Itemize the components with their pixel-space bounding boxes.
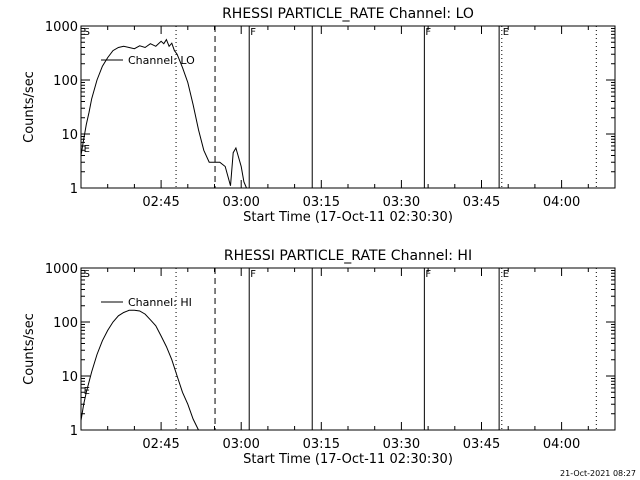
series-line-1 xyxy=(80,38,247,189)
flag-label: E xyxy=(503,27,509,38)
legend-label: Channel: HI xyxy=(128,296,192,309)
y-tick-label: 1000 xyxy=(45,20,78,35)
chart-panel-1: RHESSI PARTICLE_RATE Channel: LO 1 10 100 10… xyxy=(22,6,616,225)
x-tick-label: 03:00 xyxy=(222,195,259,210)
y-tick-label: 10 xyxy=(61,128,78,143)
x-tick-label: 03:00 xyxy=(222,437,259,452)
y-tick-label: 1 xyxy=(70,182,78,197)
x-tick-label: 03:30 xyxy=(383,437,420,452)
footer-timestamp: 21-Oct-2021 08:27 xyxy=(560,469,636,478)
y-tick-label: 100 xyxy=(53,316,78,331)
flag-label: E xyxy=(503,269,509,280)
x-tick-label: 03:15 xyxy=(303,437,340,452)
chart-title: RHESSI PARTICLE_RATE Channel: LO xyxy=(222,6,474,22)
y-tick-label: 10 xyxy=(61,370,78,385)
chart-title: RHESSI PARTICLE_RATE Channel: HI xyxy=(224,248,472,264)
x-tick-label: 02:45 xyxy=(142,195,179,210)
chart-panels: RHESSI PARTICLE_RATE Channel: LO11010010… xyxy=(22,6,616,467)
chart-panel-2: RHESSI PARTICLE_RATE Channel: HI 1 10 100 10… xyxy=(22,248,616,467)
flag-label: F xyxy=(250,27,256,38)
flag-label: S xyxy=(84,269,90,280)
x-axis-label: Start Time (17-Oct-11 02:30:30) xyxy=(243,210,453,225)
legend-label: Channel: LO xyxy=(128,54,195,67)
x-tick-label: 04:00 xyxy=(543,195,580,210)
x-axis-label: Start Time (17-Oct-11 02:30:30) xyxy=(243,452,453,467)
y-axis-label: Counts/sec xyxy=(22,71,37,143)
y-tick-label: 1 xyxy=(70,424,78,439)
series-line-1 xyxy=(80,309,199,431)
x-tick-label: 03:45 xyxy=(463,195,500,210)
flag-label: E xyxy=(84,144,90,155)
x-tick-label: 03:30 xyxy=(383,195,420,210)
flag-label: S xyxy=(84,27,90,38)
x-tick-label: 04:00 xyxy=(543,437,580,452)
y-tick-label: 100 xyxy=(53,74,78,89)
y-axis-label: Counts/sec xyxy=(22,313,37,385)
x-tick-label: 03:15 xyxy=(303,195,340,210)
x-tick-label: 02:45 xyxy=(142,437,179,452)
flag-label: F xyxy=(425,27,431,38)
x-tick-label: 03:45 xyxy=(463,437,500,452)
flag-label: F xyxy=(250,269,256,280)
y-tick-label: 1000 xyxy=(45,262,78,277)
flag-label: F xyxy=(425,269,431,280)
